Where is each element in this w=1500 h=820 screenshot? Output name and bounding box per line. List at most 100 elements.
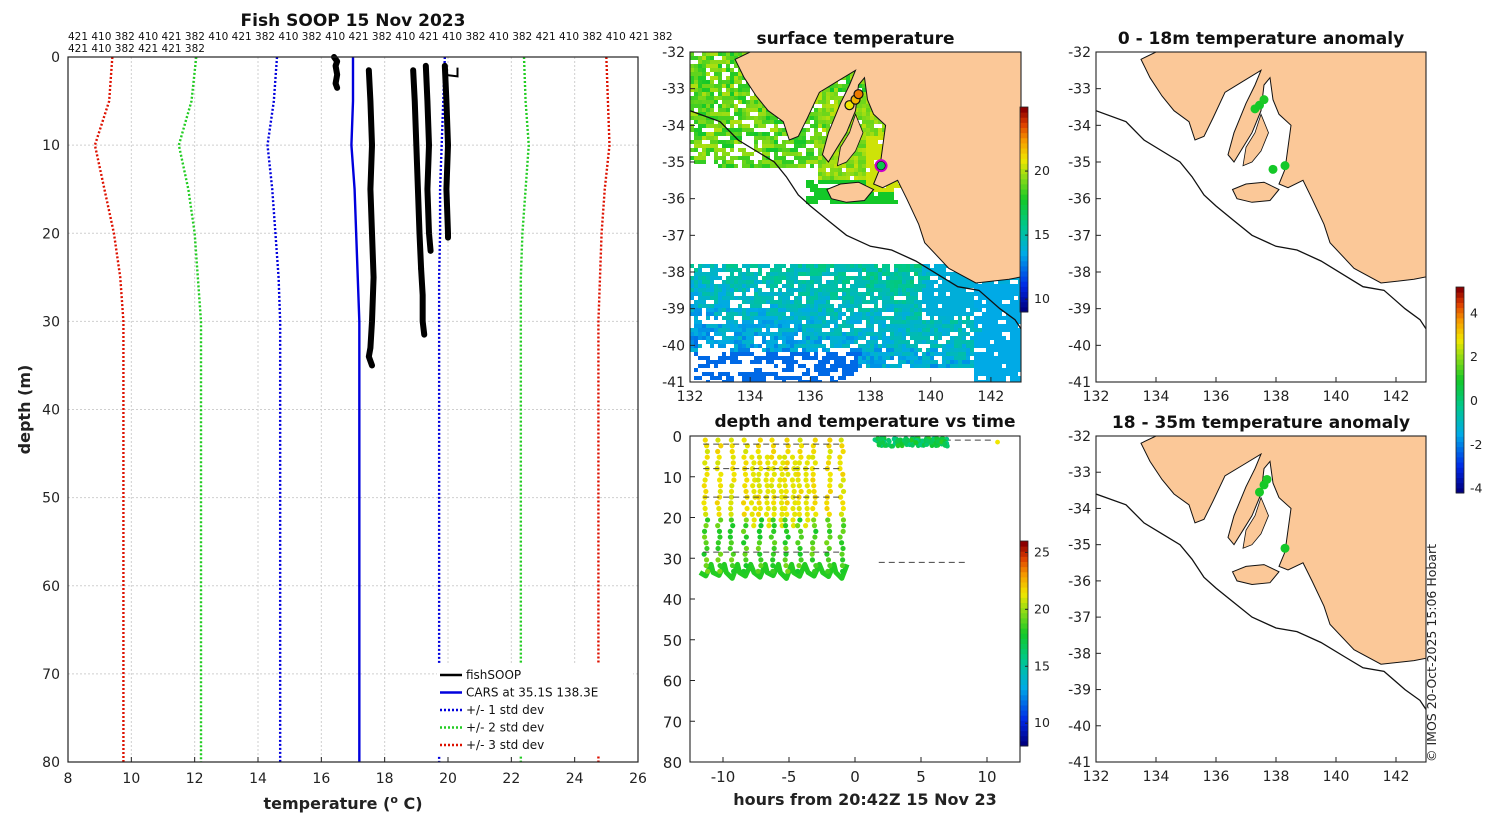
sst-pixel	[834, 152, 838, 156]
time-cast-point	[813, 511, 819, 517]
profile-xlabel-sup: o	[390, 793, 398, 806]
time-cast-point	[796, 511, 802, 517]
sst-pixel	[962, 296, 966, 300]
sst-pixel	[838, 168, 842, 172]
sst-pixel	[690, 328, 694, 332]
profile-xtick-label: 10	[122, 771, 140, 787]
sst-pixel	[814, 200, 818, 204]
sst-pixel	[918, 324, 922, 328]
sst-pixel	[754, 100, 758, 104]
time-cast-point	[827, 562, 833, 569]
sst-pixel	[1014, 376, 1018, 380]
profile-xlabel: temperature (o C)	[263, 793, 422, 813]
time-cast-point	[769, 454, 775, 460]
sst-pixel	[738, 84, 750, 88]
sst-pixel	[814, 144, 818, 148]
sst-pixel	[878, 196, 886, 200]
sst-pixel	[750, 96, 758, 100]
sst-pixel	[814, 340, 822, 344]
sst-pixel	[1010, 368, 1014, 372]
sst-pixel	[874, 128, 878, 132]
time-surface-point	[908, 437, 914, 443]
sst-pixel	[794, 360, 798, 364]
sst-pixel	[746, 268, 750, 272]
sst-pixel	[890, 344, 894, 348]
sst-pixel	[826, 120, 834, 124]
sst-pixel	[730, 312, 738, 316]
sst-pixel	[858, 92, 870, 96]
time-cast-point	[785, 471, 791, 477]
sst-pixel	[722, 336, 734, 340]
sst-pixel	[874, 360, 886, 364]
sst-pixel	[702, 264, 706, 268]
sst-pixel	[982, 328, 994, 332]
sst-pixel	[706, 104, 710, 108]
sst-pixel	[814, 352, 818, 356]
sst-pixel	[794, 348, 798, 352]
sst-pixel	[818, 160, 822, 164]
sst-pixel	[866, 120, 878, 124]
time-cast-point	[701, 483, 707, 489]
time-cast-point	[758, 557, 764, 563]
sst-pixel	[782, 380, 786, 382]
time-cast-point	[826, 545, 832, 552]
sst-pixel	[782, 356, 794, 360]
sst-pixel	[746, 284, 750, 288]
time-ytick-label: 0	[672, 428, 682, 446]
sst-pixel	[850, 352, 862, 356]
sst-pixel	[738, 96, 746, 100]
sst-pixel	[914, 288, 922, 292]
time-cast-point	[778, 466, 784, 472]
sst-pixel	[814, 280, 822, 284]
time-cast-point	[728, 500, 734, 506]
time-colorbar-tick-label: 25	[1034, 544, 1050, 559]
sst-pixel	[690, 112, 702, 116]
sst-pixel	[774, 136, 778, 140]
sst-pixel	[910, 332, 922, 336]
sst-pixel	[938, 336, 942, 340]
sst-pixel	[842, 296, 846, 300]
anomaly1-title: 0 - 18m temperature anomaly	[1118, 29, 1404, 49]
time-cast-point	[838, 437, 844, 443]
sst-pixel	[858, 100, 866, 104]
profile-ytick-label: 40	[42, 403, 60, 419]
sst-pixel	[710, 140, 722, 144]
time-cast-point	[783, 528, 790, 534]
time-cast-point	[730, 466, 736, 472]
sst-pixel	[1018, 352, 1021, 356]
sst-pixel	[922, 272, 926, 276]
time-colorbar-swatch	[1020, 602, 1028, 609]
sst-pixel	[946, 316, 954, 320]
sst-pixel	[846, 280, 850, 284]
surface-xtick-label: 136	[797, 389, 824, 405]
sst-pixel	[918, 332, 922, 336]
sst-pixel	[698, 288, 702, 292]
sst-pixel	[854, 316, 862, 320]
sst-pixel	[822, 196, 826, 200]
sst-pixel	[846, 296, 858, 300]
anomaly-colorbar-tick-label: 0	[1470, 393, 1478, 408]
sst-pixel	[794, 288, 802, 292]
sst-pixel	[702, 64, 706, 68]
sst-pixel	[742, 316, 750, 320]
anomaly-colorbar-swatch	[1456, 353, 1464, 360]
sst-pixel	[838, 276, 842, 280]
sst-pixel	[826, 348, 830, 352]
sst-pixel	[766, 340, 778, 344]
sst-pixel	[698, 268, 702, 272]
sst-pixel	[794, 144, 806, 148]
sst-pixel	[926, 312, 934, 316]
surface-colorbar-swatch	[1020, 209, 1028, 216]
sst-pixel	[814, 376, 818, 380]
sst-pixel	[742, 272, 746, 276]
time-cast-point	[702, 437, 708, 443]
sst-pixel	[958, 304, 970, 308]
sst-pixel	[946, 332, 950, 336]
sst-pixel	[934, 304, 938, 308]
sst-pixel	[714, 340, 718, 344]
anomaly2-map: 132 134 136 138 140 142-32-33-34-35-36-37-38-…	[1068, 413, 1427, 785]
sst-pixel	[870, 276, 874, 280]
profile-xtick-label: 26	[629, 771, 647, 787]
sst-pixel	[930, 300, 934, 304]
profile-axes-frame	[67, 56, 639, 763]
